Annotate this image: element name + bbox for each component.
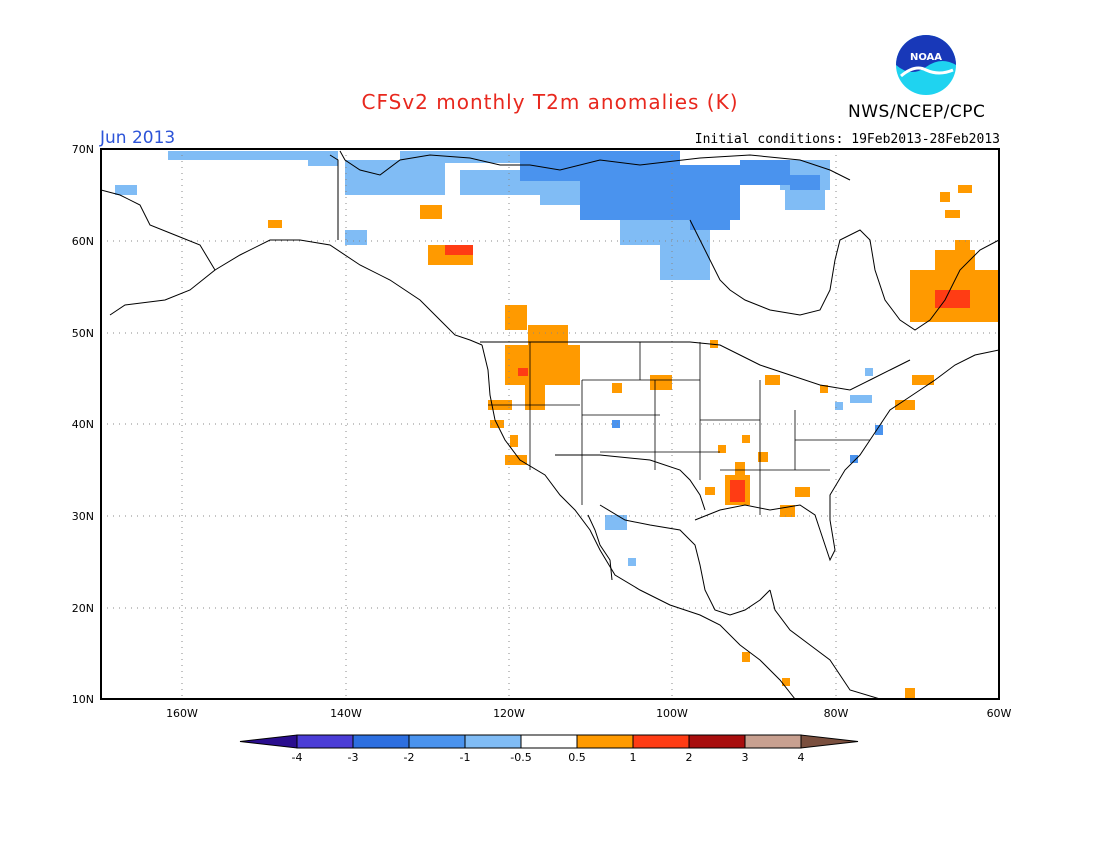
colorbar-box xyxy=(744,734,802,749)
state-borders xyxy=(488,342,870,515)
lat-label-30n: 30N xyxy=(72,510,94,523)
colorbar-label: -0.5 xyxy=(510,751,531,764)
colorbar-label: -2 xyxy=(404,751,415,764)
warm-anomaly-labrador xyxy=(910,185,999,322)
lon-label-140w: 140W xyxy=(330,707,362,720)
noaa-logo: NOAA xyxy=(895,34,957,96)
colorbar-box xyxy=(688,734,746,749)
lon-label-60w: 60W xyxy=(987,707,1012,720)
colorbar-label: -1 xyxy=(460,751,471,764)
lat-label-10n: 10N xyxy=(72,693,94,706)
colorbar-low-tip xyxy=(239,734,298,749)
colorbar-label: 2 xyxy=(686,751,693,764)
lon-label-100w: 100W xyxy=(656,707,688,720)
colorbar-label: 4 xyxy=(798,751,805,764)
cold-anomaly-core xyxy=(520,151,820,230)
colorbar-box xyxy=(464,734,522,749)
lon-label-120w: 120W xyxy=(493,707,525,720)
colorbar-label: 0.5 xyxy=(568,751,586,764)
initial-conditions: Initial conditions: 19Feb2013-28Feb2013 xyxy=(694,132,1000,147)
map-title: CFSv2 monthly T2m anomalies (K) xyxy=(361,90,739,114)
warm-anomaly-gulf-states xyxy=(705,375,934,698)
lat-label-70n: 70N xyxy=(72,143,94,156)
colorbar: -4 -3 -2 -1 -0.5 0.5 1 2 3 4 xyxy=(239,734,859,764)
longitude-labels: 160W 140W 120W 100W 80W 60W xyxy=(166,707,1011,720)
forecast-month: Jun 2013 xyxy=(100,128,176,148)
lat-label-20n: 20N xyxy=(72,602,94,615)
noaa-logo-icon: NOAA xyxy=(896,35,956,95)
colorbar-label: 1 xyxy=(630,751,637,764)
noaa-logo-text: NOAA xyxy=(910,52,942,63)
colorbar-high-tip xyxy=(800,734,859,749)
colorbar-box xyxy=(632,734,690,749)
colorbar-box xyxy=(296,734,354,749)
lat-label-50n: 50N xyxy=(72,327,94,340)
colorbar-box xyxy=(520,734,578,749)
latitude-labels: 70N 60N 50N 40N 30N 20N 10N xyxy=(72,143,94,706)
colorbar-box xyxy=(576,734,634,749)
lon-label-80w: 80W xyxy=(824,707,849,720)
colorbar-label: 3 xyxy=(742,751,749,764)
colorbar-box xyxy=(408,734,466,749)
graticule xyxy=(101,149,999,699)
lat-label-60n: 60N xyxy=(72,235,94,248)
lon-label-160w: 160W xyxy=(166,707,198,720)
colorbar-box xyxy=(352,734,410,749)
lat-label-40n: 40N xyxy=(72,418,94,431)
map-frame xyxy=(100,148,1000,700)
colorbar-label: -3 xyxy=(348,751,359,764)
cold-anomaly-scattered xyxy=(605,368,883,566)
agency-label: NWS/NCEP/CPC xyxy=(848,102,986,122)
coastlines xyxy=(101,150,999,699)
colorbar-label: -4 xyxy=(292,751,303,764)
